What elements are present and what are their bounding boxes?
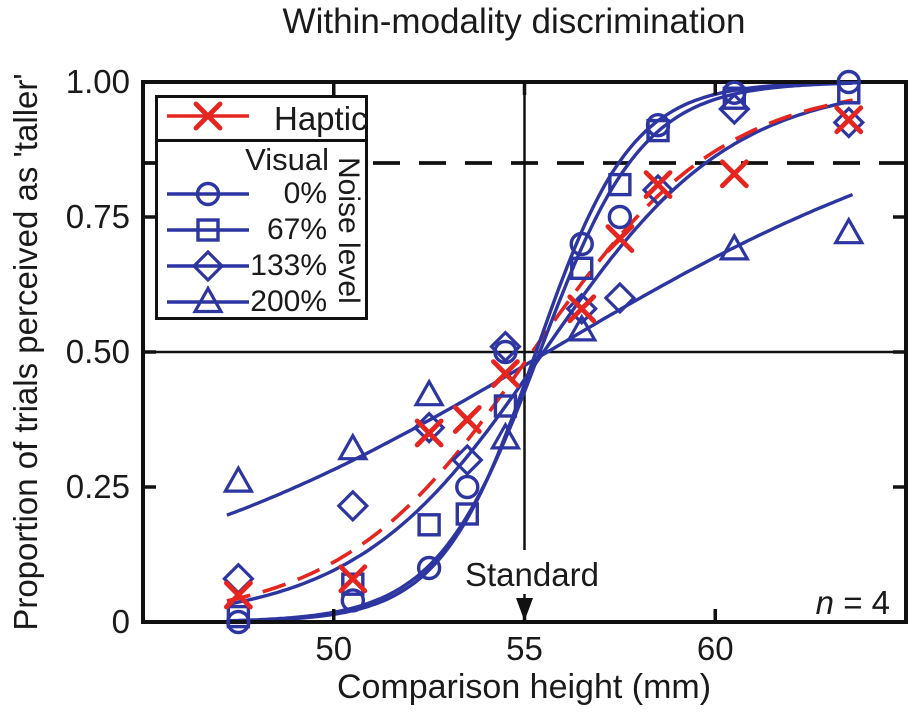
x-marker-icon (414, 418, 444, 448)
legend-haptic-label: Haptic (274, 99, 368, 137)
legend-haptic-row: Haptic (158, 98, 368, 142)
n-value: = 4 (834, 584, 890, 621)
diamond-marker-icon (191, 249, 225, 283)
sample-size-annotation: n = 4 (816, 584, 890, 622)
legend-triangle-marker-icon (167, 285, 249, 314)
circle-marker-icon (226, 609, 251, 635)
legend-visual-header: Visual (245, 142, 329, 177)
reference-lines (143, 82, 906, 621)
square-marker-icon (493, 394, 518, 418)
circle-marker-icon (645, 112, 671, 138)
n-symbol: n (815, 584, 835, 621)
diamond-marker-icon (603, 281, 637, 315)
legend-noise-axis-label: Noise level (332, 156, 365, 304)
square-marker-icon (341, 572, 365, 596)
y-tick-label-0.50: 0.50 (65, 333, 130, 370)
x-marker-icon (452, 405, 482, 434)
circle-marker-icon (722, 80, 747, 106)
diamond-marker-icon (832, 106, 866, 139)
y-tick-label-1.00: 1.00 (65, 63, 130, 100)
legend-item-label: 0% (283, 177, 327, 210)
x-marker-icon (719, 159, 749, 189)
y-tick-label-0.25: 0.25 (65, 468, 130, 505)
triangle-marker-icon (192, 285, 224, 314)
axes (141, 80, 908, 624)
x-marker-icon (338, 564, 368, 594)
haptic-x-marker-icon (158, 98, 252, 139)
diamond-marker-icon (641, 173, 675, 207)
x-marker-icon (193, 101, 223, 131)
legend-visual-section: Visual 0% 67% 133% 200% Noise level (158, 142, 365, 320)
triangle-marker-icon (489, 421, 522, 450)
legend-noise-rows: 0% 67% 133% 200% (158, 176, 365, 320)
series-visual-0-noise (226, 69, 861, 635)
legend: Haptic Visual 0% 67% 133% 200% Noise level (155, 95, 368, 320)
x-marker-icon (567, 294, 597, 324)
circle-marker-icon (493, 339, 518, 365)
triangle-marker-icon (565, 313, 598, 342)
triangle-marker-icon (718, 232, 751, 261)
circle-marker-icon (607, 204, 633, 230)
circle-marker-icon (455, 474, 480, 500)
circle-marker-icon (836, 69, 861, 95)
circle-marker-icon (340, 588, 366, 613)
diamond-marker-icon (489, 330, 522, 363)
x-tick-label-55: 55 (506, 630, 543, 667)
square-marker-icon (196, 218, 220, 242)
standard-annotation: Standard (462, 556, 602, 594)
legend-item-133pct: 133% (158, 248, 365, 284)
x-marker-icon (491, 359, 520, 388)
curve-visual-67-noise (226, 81, 853, 623)
square-marker-icon (837, 81, 861, 105)
legend-item-67pct: 67% (158, 212, 365, 248)
legend-item-200pct: 200% (158, 284, 365, 320)
x-axis-label: Comparison height (mm) (336, 668, 712, 706)
legend-item-0pct: 0% (158, 176, 365, 212)
series-visual-200-noise (222, 216, 865, 493)
circle-marker-icon (195, 181, 221, 207)
x-marker-icon (605, 224, 635, 253)
diamond-marker-icon (412, 411, 446, 444)
y-tick-label-0: 0 (111, 603, 130, 640)
legend-item-label: 200% (250, 285, 327, 318)
x-tick-label-50: 50 (315, 630, 353, 667)
legend-item-label: 133% (250, 249, 327, 282)
triangle-marker-icon (222, 464, 255, 493)
y-tick-label-0.75: 0.75 (65, 198, 130, 235)
chart-title: Within-modality discrimination (282, 2, 746, 41)
triangle-marker-icon (413, 378, 445, 407)
series-haptic (223, 105, 864, 610)
diamond-marker-icon (336, 489, 370, 523)
fitted-curves (226, 81, 854, 623)
x-marker-icon (223, 580, 253, 610)
curve-visual-0-noise (226, 81, 853, 623)
square-marker-icon (570, 256, 594, 280)
legend-diamond-marker-icon (167, 249, 249, 283)
square-marker-icon (455, 502, 479, 526)
series-visual-67-noise (226, 81, 861, 629)
diamond-marker-icon (565, 292, 598, 326)
legend-square-marker-icon (167, 218, 249, 242)
legend-circle-marker-icon (167, 181, 249, 207)
circle-marker-icon (416, 555, 442, 581)
triangle-marker-icon (833, 216, 865, 245)
legend-x-marker-icon (167, 101, 249, 131)
x-marker-icon (834, 105, 864, 135)
square-marker-icon (608, 172, 632, 197)
x-marker-icon (643, 170, 673, 199)
curve-visual-133-noise (226, 99, 853, 607)
diamond-marker-icon (451, 443, 484, 477)
diamond-marker-icon (222, 562, 255, 596)
square-marker-icon (417, 513, 441, 537)
x-tick-label-60: 60 (696, 630, 734, 667)
legend-item-label: 67% (266, 213, 327, 246)
circle-marker-icon (569, 231, 594, 257)
triangle-marker-icon (337, 432, 369, 461)
